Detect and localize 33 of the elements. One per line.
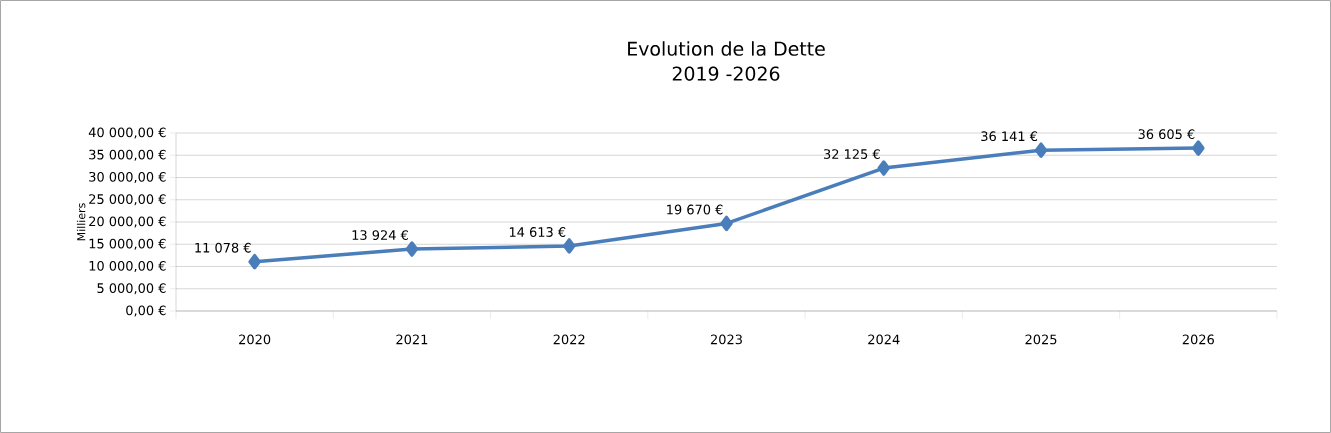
point [405,241,419,257]
chart-title: Evolution de la Dette [628,41,825,56]
point [562,238,576,254]
y-tick-label: 40 000,00 € [88,127,166,139]
data-label: 36 141 € [981,131,1038,142]
point [1034,142,1048,158]
y-tick-label: 10 000,00 € [89,260,166,273]
data-label: 11 078 € [195,242,251,253]
x-tick-label: 2021 [396,334,428,345]
y-tick-label: 0,00 € [126,305,166,317]
point [1192,140,1205,156]
point [720,215,733,232]
x-tick-label: 2024 [868,334,900,345]
data-label: 32 125 € [824,149,880,159]
x-tick-label: 2020 [239,334,271,345]
y-tick-label: 35 000,00 € [89,149,166,161]
point [248,253,261,270]
y-tick-label: 20 000,00 € [89,216,166,228]
data-label: 13 924 € [352,230,408,240]
point [877,160,891,176]
x-tick-label: 2026 [1182,334,1214,345]
data-label: 36 605 € [1138,129,1195,140]
y-tick-label: 30 000,00 € [89,171,166,184]
y-tick-label: 25 000,00 € [89,194,166,206]
x-tick-label: 2025 [1025,334,1057,345]
data-label: 19 670 € [667,204,723,215]
y-tick-label: 15 000,00 € [89,238,166,250]
y-tick-label: 5 000,00 € [97,283,166,295]
chart-subtitle: 2019 -2026 [672,66,780,81]
y-axis-title: Milliers [76,203,86,241]
x-tick-label: 2023 [710,334,742,345]
data-label: 14 613 € [509,227,566,237]
x-tick-label: 2022 [553,334,585,345]
